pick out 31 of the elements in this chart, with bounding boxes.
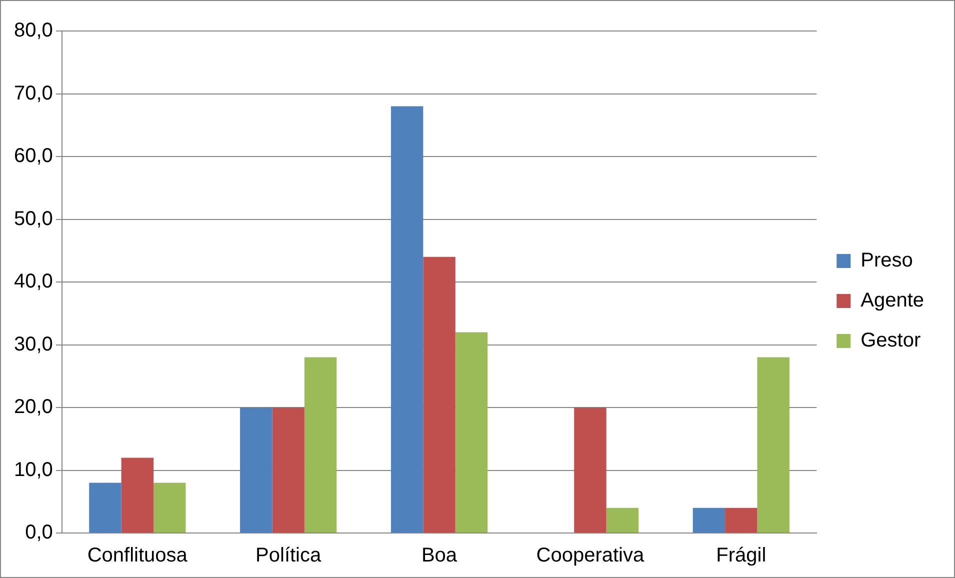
y-tick-label: 20,0 [14, 396, 53, 418]
x-tick-label: Cooperativa [536, 544, 646, 567]
bar [240, 408, 272, 532]
bar [423, 256, 456, 532]
y-tick-label: 10,0 [14, 458, 53, 481]
y-tick-label: 80,0 [14, 20, 53, 42]
x-tick-label: Frágil [716, 544, 766, 567]
bar [455, 332, 488, 532]
legend-label: Agente [860, 290, 924, 312]
bar [574, 408, 606, 532]
legend-label: Preso [860, 250, 913, 272]
bar [692, 508, 726, 532]
bar [606, 508, 639, 532]
bar [272, 408, 304, 532]
bar [304, 357, 337, 532]
y-tick-label: 0,0 [25, 522, 53, 544]
y-tick-label: 40,0 [14, 270, 53, 293]
y-tick-label: 30,0 [14, 333, 53, 356]
bar [757, 357, 790, 532]
bar [390, 106, 424, 532]
bar [153, 482, 186, 532]
x-tick-label: Conflituosa [87, 544, 188, 567]
bar [89, 482, 122, 532]
x-tick-label: Política [256, 544, 322, 567]
legend-label: Gestor [860, 330, 921, 352]
y-tick-label: 60,0 [14, 145, 53, 168]
bar [725, 508, 758, 532]
x-tick-label: Boa [421, 544, 458, 567]
bar [121, 458, 154, 532]
y-tick-label: 70,0 [14, 82, 53, 104]
y-tick-label: 50,0 [14, 208, 53, 230]
